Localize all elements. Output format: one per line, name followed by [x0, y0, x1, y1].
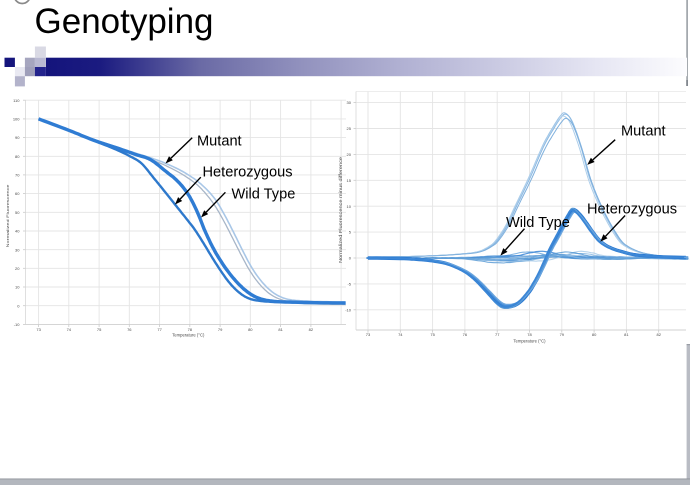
svg-text:-10: -10	[345, 307, 352, 312]
svg-text:Mutant: Mutant	[197, 134, 242, 150]
svg-text:74: 74	[398, 332, 403, 337]
svg-text:70: 70	[15, 173, 20, 178]
svg-text:40: 40	[15, 229, 20, 234]
svg-text:76: 76	[463, 332, 468, 337]
svg-text:73: 73	[36, 327, 41, 332]
svg-text:81: 81	[624, 332, 629, 337]
svg-text:15: 15	[347, 178, 352, 183]
svg-text:77: 77	[495, 332, 500, 337]
svg-text:82: 82	[309, 327, 314, 332]
svg-text:82: 82	[656, 332, 661, 337]
svg-text:5: 5	[349, 230, 352, 235]
svg-text:30: 30	[347, 100, 352, 105]
svg-text:Temperature (°C): Temperature (°C)	[172, 333, 205, 338]
svg-text:50: 50	[15, 210, 20, 215]
svg-text:100: 100	[13, 117, 20, 122]
svg-text:90: 90	[15, 135, 20, 140]
svg-text:110: 110	[13, 98, 20, 103]
svg-text:80: 80	[592, 332, 597, 337]
svg-text:Normalized Fluorescence minus: Normalized Fluorescence minus difference	[338, 156, 343, 263]
svg-text:77: 77	[157, 327, 162, 332]
svg-text:80: 80	[248, 327, 253, 332]
svg-text:0: 0	[349, 256, 352, 261]
svg-text:-10: -10	[14, 322, 21, 327]
svg-text:60: 60	[15, 191, 20, 196]
svg-text:0: 0	[17, 303, 20, 308]
svg-text:74: 74	[67, 327, 72, 332]
svg-text:Temperature (°C): Temperature (°C)	[513, 339, 546, 344]
svg-text:79: 79	[218, 327, 223, 332]
svg-text:79: 79	[560, 332, 565, 337]
svg-text:Heterozygous: Heterozygous	[203, 165, 293, 181]
svg-text:78: 78	[188, 327, 193, 332]
svg-text:10: 10	[15, 285, 20, 290]
svg-text:Normalized Fluorescence: Normalized Fluorescence	[5, 183, 10, 247]
svg-text:-5: -5	[347, 282, 351, 287]
svg-text:30: 30	[15, 247, 20, 252]
svg-text:80: 80	[15, 154, 20, 159]
svg-text:25: 25	[347, 126, 352, 131]
svg-text:Genotyping: Genotyping	[35, 2, 214, 41]
svg-text:81: 81	[278, 327, 283, 332]
svg-text:20: 20	[347, 152, 352, 157]
svg-text:75: 75	[430, 332, 435, 337]
svg-text:78: 78	[527, 332, 532, 337]
svg-text:76: 76	[127, 327, 132, 332]
svg-text:20: 20	[15, 266, 20, 271]
svg-text:Wild Type: Wild Type	[506, 215, 570, 231]
svg-text:Wild Type: Wild Type	[232, 187, 296, 203]
svg-text:Mutant: Mutant	[621, 124, 666, 140]
svg-text:73: 73	[366, 332, 371, 337]
svg-text:75: 75	[97, 327, 102, 332]
svg-text:10: 10	[347, 204, 352, 209]
svg-text:Heterozygous: Heterozygous	[587, 202, 677, 218]
